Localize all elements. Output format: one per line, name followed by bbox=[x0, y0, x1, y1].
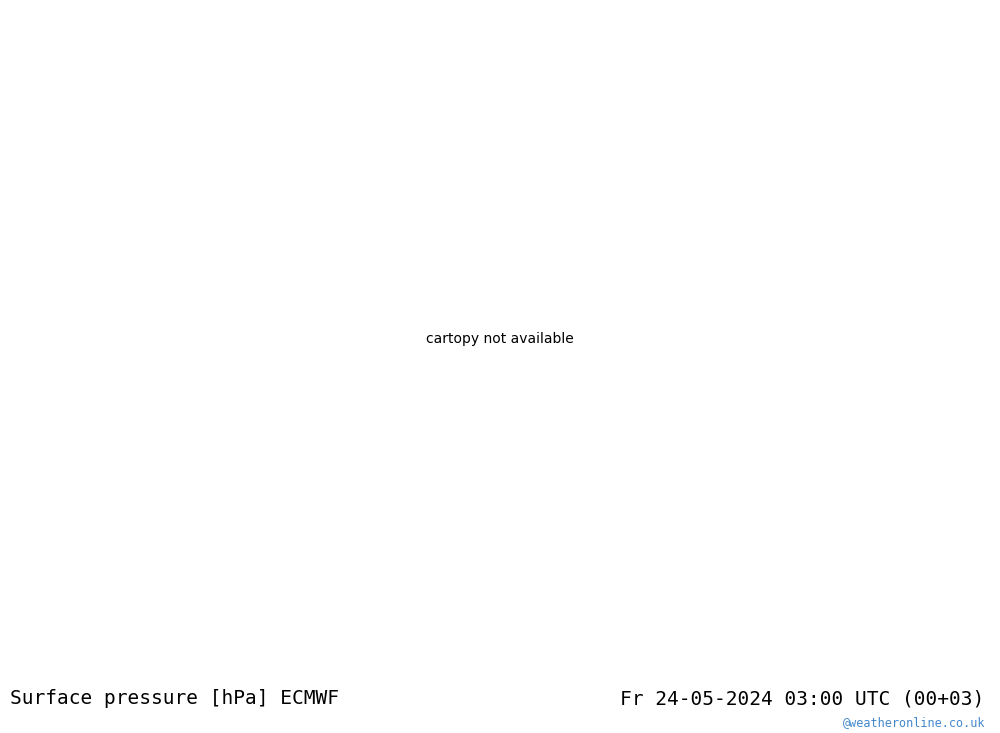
Text: cartopy not available: cartopy not available bbox=[426, 332, 574, 346]
Text: Fr 24-05-2024 03:00 UTC (00+03): Fr 24-05-2024 03:00 UTC (00+03) bbox=[620, 690, 984, 708]
Text: Surface pressure [hPa] ECMWF: Surface pressure [hPa] ECMWF bbox=[10, 690, 339, 708]
Text: @weatheronline.co.uk: @weatheronline.co.uk bbox=[842, 715, 985, 729]
